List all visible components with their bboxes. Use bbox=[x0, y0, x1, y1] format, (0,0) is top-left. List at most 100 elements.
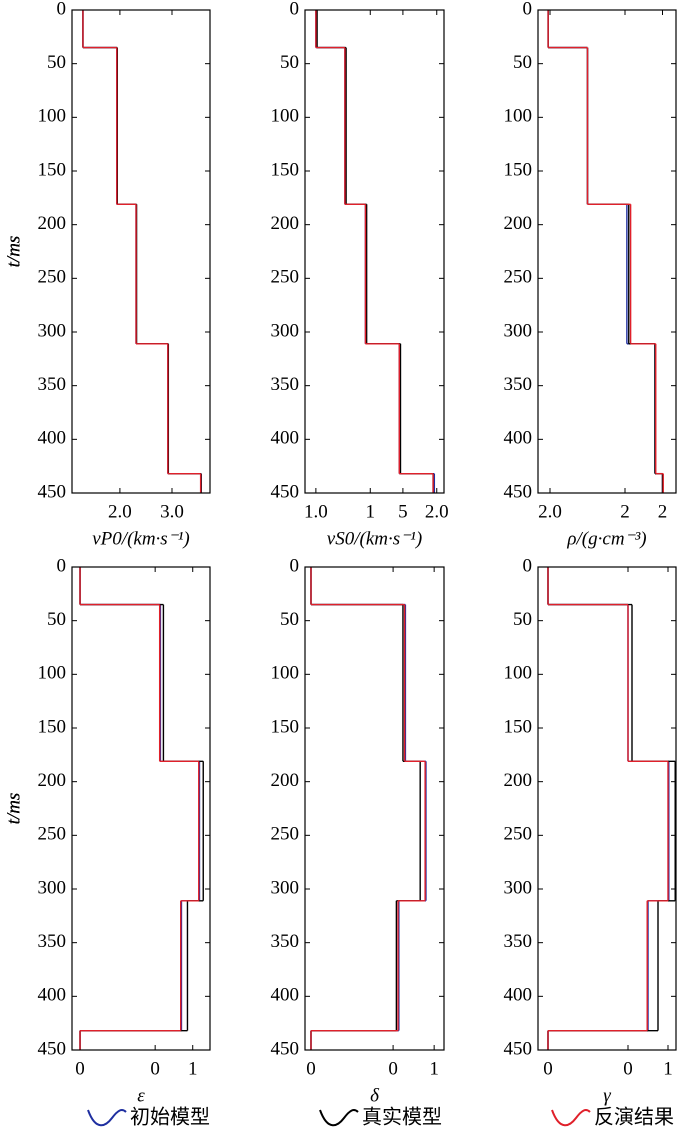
y-tick-label: 100 bbox=[38, 106, 67, 127]
y-tick-label: 250 bbox=[504, 824, 533, 845]
y-tick-label: 150 bbox=[504, 716, 533, 737]
y-tick-label: 100 bbox=[504, 663, 533, 684]
y-tick-label: 400 bbox=[38, 428, 67, 449]
y-tick-label: 100 bbox=[38, 663, 67, 684]
y-tick-label: 400 bbox=[38, 985, 67, 1006]
plot-frame bbox=[71, 9, 211, 494]
y-axis-label: t/ms bbox=[3, 236, 24, 268]
x-tick-label: 0 bbox=[75, 1058, 85, 1079]
x-axis-label: ρ/(g·cm⁻³) bbox=[566, 528, 646, 549]
x-axis-label: γ bbox=[603, 1085, 611, 1106]
y-tick-label: 200 bbox=[504, 770, 533, 791]
x-axis-label: vS0/(km·s⁻¹) bbox=[327, 528, 422, 549]
y-tick-label: 200 bbox=[38, 213, 67, 234]
y-axis-label: t/ms bbox=[3, 236, 24, 268]
y-tick-label: 150 bbox=[38, 159, 67, 180]
y-axis-label: t/ms bbox=[3, 793, 24, 825]
y-tick-label: 0 bbox=[290, 555, 300, 576]
x-axis-label: ε bbox=[137, 1085, 145, 1106]
y-tick-label: 150 bbox=[271, 716, 300, 737]
x-tick-label: 0 bbox=[306, 1058, 316, 1079]
y-tick-label: 150 bbox=[38, 716, 67, 737]
y-tick-label: 350 bbox=[38, 931, 67, 952]
y-tick-label: 50 bbox=[513, 609, 532, 630]
x-axis-label: δ bbox=[370, 1085, 380, 1106]
y-tick-label: 100 bbox=[504, 106, 533, 127]
y-tick-label: 0 bbox=[57, 0, 67, 19]
y-tick-label: 300 bbox=[271, 320, 300, 341]
y-tick-label: 400 bbox=[271, 985, 300, 1006]
y-tick-label: 300 bbox=[38, 320, 67, 341]
y-tick-label: 50 bbox=[47, 52, 66, 73]
y-tick-label: 450 bbox=[38, 1038, 67, 1059]
y-tick-label: 0 bbox=[523, 555, 533, 576]
y-tick-label: 150 bbox=[271, 159, 300, 180]
y-tick-label: 300 bbox=[38, 877, 67, 898]
y-tick-label: 200 bbox=[38, 770, 67, 791]
y-tick-label: 250 bbox=[38, 824, 67, 845]
y-tick-label: 250 bbox=[504, 267, 533, 288]
y-tick-label: 350 bbox=[504, 931, 533, 952]
y-tick-label: 250 bbox=[271, 267, 300, 288]
y-tick-label: 400 bbox=[504, 985, 533, 1006]
y-tick-label: 150 bbox=[504, 159, 533, 180]
y-tick-label: 450 bbox=[504, 1038, 533, 1059]
y-tick-label: 450 bbox=[271, 1038, 300, 1059]
legend-label: 反演结果 bbox=[594, 1105, 674, 1129]
x-tick-label: 1 bbox=[188, 1058, 198, 1079]
y-tick-label: 300 bbox=[504, 320, 533, 341]
y-tick-label: 350 bbox=[271, 374, 300, 395]
legend-swatch bbox=[319, 1109, 359, 1127]
plot-frame bbox=[304, 9, 445, 494]
x-tick-label: 1 bbox=[663, 1058, 673, 1079]
y-axis-label: t/ms bbox=[3, 793, 24, 825]
y-tick-label: 250 bbox=[271, 824, 300, 845]
x-tick-label: 2 bbox=[658, 501, 668, 522]
x-tick-label: 2 bbox=[620, 501, 630, 522]
y-tick-label: 0 bbox=[523, 0, 533, 19]
y-tick-label: 200 bbox=[271, 770, 300, 791]
x-tick-label: 2.0 bbox=[108, 501, 132, 522]
y-tick-label: 0 bbox=[290, 0, 300, 19]
plot-frame bbox=[537, 9, 677, 494]
y-tick-label: 450 bbox=[38, 481, 67, 502]
y-tick-label: 300 bbox=[271, 877, 300, 898]
legend-swatch bbox=[551, 1109, 591, 1127]
x-tick-label: 3.0 bbox=[160, 501, 184, 522]
y-tick-label: 0 bbox=[57, 555, 67, 576]
y-tick-label: 50 bbox=[280, 609, 299, 630]
subplot: 0 50 100 150 200 250 300 350 400 450 2.0 3.0 vP0/(km… bbox=[3, 0, 211, 549]
x-tick-label: 1 bbox=[366, 501, 376, 522]
legend-label: 真实模型 bbox=[362, 1105, 442, 1129]
y-axis-label: t/ms bbox=[3, 793, 24, 825]
y-tick-label: 200 bbox=[504, 213, 533, 234]
y-axis-label: t/ms bbox=[3, 236, 24, 268]
y-tick-label: 50 bbox=[280, 52, 299, 73]
y-tick-label: 400 bbox=[271, 428, 300, 449]
x-axis-label: vP0/(km·s⁻¹) bbox=[92, 528, 190, 549]
y-tick-label: 100 bbox=[271, 663, 300, 684]
y-tick-label: 250 bbox=[38, 267, 67, 288]
y-tick-label: 50 bbox=[47, 609, 66, 630]
plot-frame bbox=[304, 566, 445, 1051]
plot-frame bbox=[71, 566, 211, 1051]
y-tick-label: 350 bbox=[38, 374, 67, 395]
y-tick-label: 350 bbox=[504, 374, 533, 395]
plot-frame bbox=[537, 566, 677, 1051]
y-tick-label: 300 bbox=[504, 877, 533, 898]
legend-swatch bbox=[87, 1109, 127, 1127]
x-tick-label: 0 bbox=[543, 1058, 553, 1079]
y-tick-label: 450 bbox=[271, 481, 300, 502]
x-tick-label: 1.0 bbox=[304, 501, 328, 522]
y-tick-label: 400 bbox=[504, 428, 533, 449]
y-tick-label: 50 bbox=[513, 52, 532, 73]
x-tick-label: 1 bbox=[429, 1058, 439, 1079]
x-tick-label: 0 bbox=[150, 1058, 160, 1079]
x-tick-label: 0 bbox=[388, 1058, 398, 1079]
x-tick-label: 2.0 bbox=[425, 501, 449, 522]
